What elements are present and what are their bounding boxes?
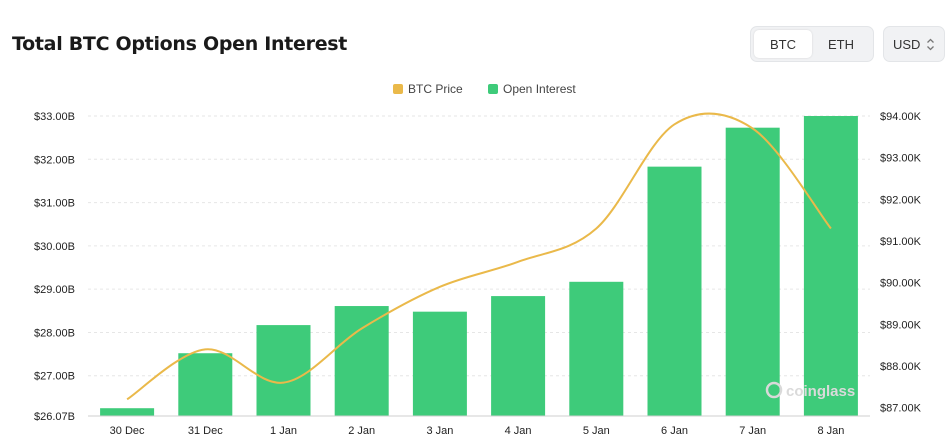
right-y-axis: $87.00K $88.00K $89.00K $90.00K $91.00K $92.0…	[880, 111, 922, 415]
right-tick-label-2: $89.00K	[880, 319, 922, 331]
x-tick-label-0: 30 Dec	[110, 425, 145, 437]
currency-label: USD	[893, 36, 921, 52]
legend-label-0: BTC Price	[408, 82, 463, 96]
oi-bar-2-jan	[334, 306, 389, 416]
legend-swatch-1	[488, 84, 498, 94]
btc-price-line	[126, 112, 832, 401]
asset-eth-button[interactable]: ETH	[828, 36, 854, 52]
left-tick-label-5: $31.00B	[34, 198, 75, 210]
right-tick-label-6: $93.00K	[880, 153, 922, 165]
chart-legend: BTC Price Open Interest	[393, 82, 576, 96]
chart-title: Total BTC Options Open Interest	[12, 33, 348, 55]
oi-bar-30-dec	[100, 408, 155, 416]
asset-btc-button[interactable]: BTC	[754, 30, 812, 58]
right-tick-label-7: $94.00K	[880, 111, 922, 123]
x-tick-label-4: 3 Jan	[426, 425, 453, 437]
right-tick-label-4: $91.00K	[880, 236, 922, 248]
x-tick-label-1: 31 Dec	[188, 425, 223, 437]
right-tick-label-3: $90.00K	[880, 278, 922, 290]
right-tick-label-0: $87.00K	[880, 403, 922, 415]
x-tick-label-9: 8 Jan	[817, 425, 844, 437]
oi-bar-1-jan	[256, 325, 311, 416]
x-tick-label-3: 2 Jan	[348, 425, 375, 437]
x-tick-label-6: 5 Jan	[583, 425, 610, 437]
oi-bar-6-jan	[647, 166, 702, 416]
x-axis: 30 Dec 31 Dec 1 Jan 2 Jan 3 Jan 4 Jan 5 Jan 6 J…	[88, 415, 870, 437]
oi-bar-7-jan	[725, 127, 780, 417]
legend-label-1: Open Interest	[503, 82, 576, 96]
x-tick-label-5: 4 Jan	[505, 425, 532, 437]
oi-bar-4-jan	[491, 296, 546, 416]
oi-bar-5-jan	[569, 281, 624, 416]
left-y-axis: $26.07B $27.00B $28.00B $29.00B $30.00B $31.0…	[34, 111, 75, 423]
currency-select[interactable]: USD	[883, 26, 945, 62]
open-interest-bars	[100, 116, 858, 417]
left-tick-label-0: $26.07B	[34, 411, 75, 423]
x-tick-label-7: 6 Jan	[661, 425, 688, 437]
x-tick-label-8: 7 Jan	[739, 425, 766, 437]
coinglass-watermark: coinglass	[765, 381, 855, 400]
oi-bar-3-jan	[412, 311, 467, 416]
asset-toggle: BTC ETH	[750, 26, 874, 62]
watermark-text: coinglass	[786, 383, 855, 400]
chevron-updown-icon	[926, 38, 935, 51]
oi-bar-31-dec	[178, 353, 233, 416]
left-tick-label-1: $27.00B	[34, 371, 75, 383]
left-tick-label-6: $32.00B	[34, 154, 75, 166]
right-tick-label-1: $88.00K	[880, 361, 922, 373]
open-interest-chart: BTC Price Open Interest $26.07B $27.00B $28…	[34, 82, 922, 437]
left-tick-label-2: $28.00B	[34, 327, 75, 339]
oi-bar-8-jan	[803, 116, 858, 416]
left-tick-label-7: $33.00B	[34, 111, 75, 123]
legend-swatch-0	[393, 84, 403, 94]
btc-price-path	[126, 112, 832, 401]
left-tick-label-4: $30.00B	[34, 241, 75, 253]
right-tick-label-5: $92.00K	[880, 194, 922, 206]
coinglass-logo-icon	[765, 381, 783, 399]
x-tick-label-2: 1 Jan	[270, 425, 297, 437]
left-tick-label-3: $29.00B	[34, 284, 75, 296]
